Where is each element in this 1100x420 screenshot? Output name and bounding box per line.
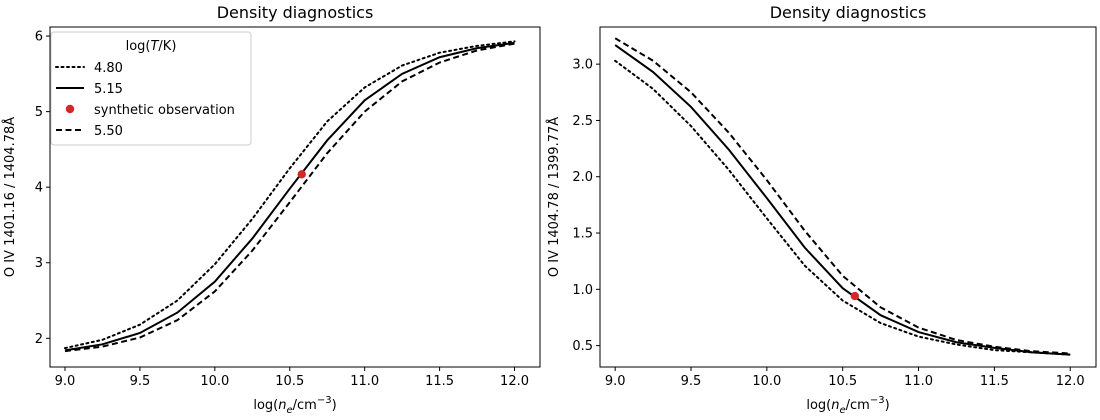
- y-tick-label: 1.5: [572, 227, 593, 242]
- x-tick-label: 9.0: [605, 374, 626, 389]
- y-tick-label: 3: [35, 256, 43, 271]
- x-tick-label: 12.0: [500, 374, 529, 389]
- legend-label: synthetic observation: [94, 103, 235, 118]
- y-tick-label: 3.0: [572, 58, 593, 73]
- synthetic-observation-point: [297, 170, 306, 179]
- y-tick-label: 4: [35, 181, 43, 196]
- x-tick-label: 10.5: [828, 374, 857, 389]
- x-tick-label: 11.5: [980, 374, 1009, 389]
- x-tick-label: 9.0: [55, 374, 76, 389]
- legend: log(T/K)4.80 5.15 synthetic observation 5.5…: [50, 31, 252, 146]
- right-chart-panel: 9.0 9.5 10.0 10.5 11.0 11.5 12.0 0.5 1.0 1.5 2.0 2.…: [546, 3, 1097, 416]
- left-chart-panel: 9.0 9.5 10.0 10.5 11.0 11.5 12.0 2 3 4 5 6 Density d…: [2, 3, 541, 416]
- chart-title: Density diagnostics: [770, 3, 927, 22]
- chart-title: Density diagnostics: [217, 3, 374, 22]
- series-line-5-15: [64, 41, 515, 352]
- y-tick-label: 6: [35, 30, 43, 45]
- y-axis-label: O IV 1404.78 / 1399.77Å: [546, 117, 562, 277]
- series-line-5-50: [64, 42, 515, 353]
- y-tick-label: 0.5: [572, 339, 593, 354]
- legend-label: 5.15: [94, 82, 123, 97]
- synthetic-observation-point: [850, 291, 860, 301]
- series-line-5-50: [614, 37, 1071, 355]
- plot-frame: [599, 26, 1097, 368]
- x-tick-label: 10.0: [200, 374, 229, 389]
- x-tick-label: 10.0: [752, 374, 781, 389]
- y-tick-label: 1.0: [572, 283, 593, 298]
- y-tick-label: 5: [35, 105, 43, 120]
- legend-box: [50, 31, 252, 146]
- x-tick-label: 11.0: [904, 374, 933, 389]
- legend-label: 5.50: [94, 124, 123, 139]
- x-axis-label: log(ne/cm−3): [253, 395, 336, 416]
- y-tick-label: 2: [35, 332, 43, 347]
- x-tick-label: 10.5: [275, 374, 304, 389]
- plot-frame: [49, 26, 541, 368]
- x-tick-label: 12.0: [1056, 374, 1085, 389]
- x-tick-label: 11.5: [425, 374, 454, 389]
- y-axis-label: O IV 1401.16 / 1404.78Å: [2, 117, 18, 277]
- series-line-5-15: [614, 44, 1071, 356]
- series-line-4-80: [614, 59, 1072, 356]
- legend-label: 4.80: [94, 61, 123, 76]
- x-axis-label: log(ne/cm−3): [806, 395, 889, 416]
- legend-title: log(T/K): [126, 39, 177, 54]
- x-tick-label: 9.5: [130, 374, 151, 389]
- x-tick-label: 11.0: [350, 374, 379, 389]
- series-line-4-80: [63, 40, 516, 350]
- y-tick-label: 2.0: [572, 170, 593, 185]
- y-tick-label: 2.5: [572, 114, 593, 129]
- legend-marker: [65, 104, 75, 114]
- x-tick-label: 9.5: [681, 374, 702, 389]
